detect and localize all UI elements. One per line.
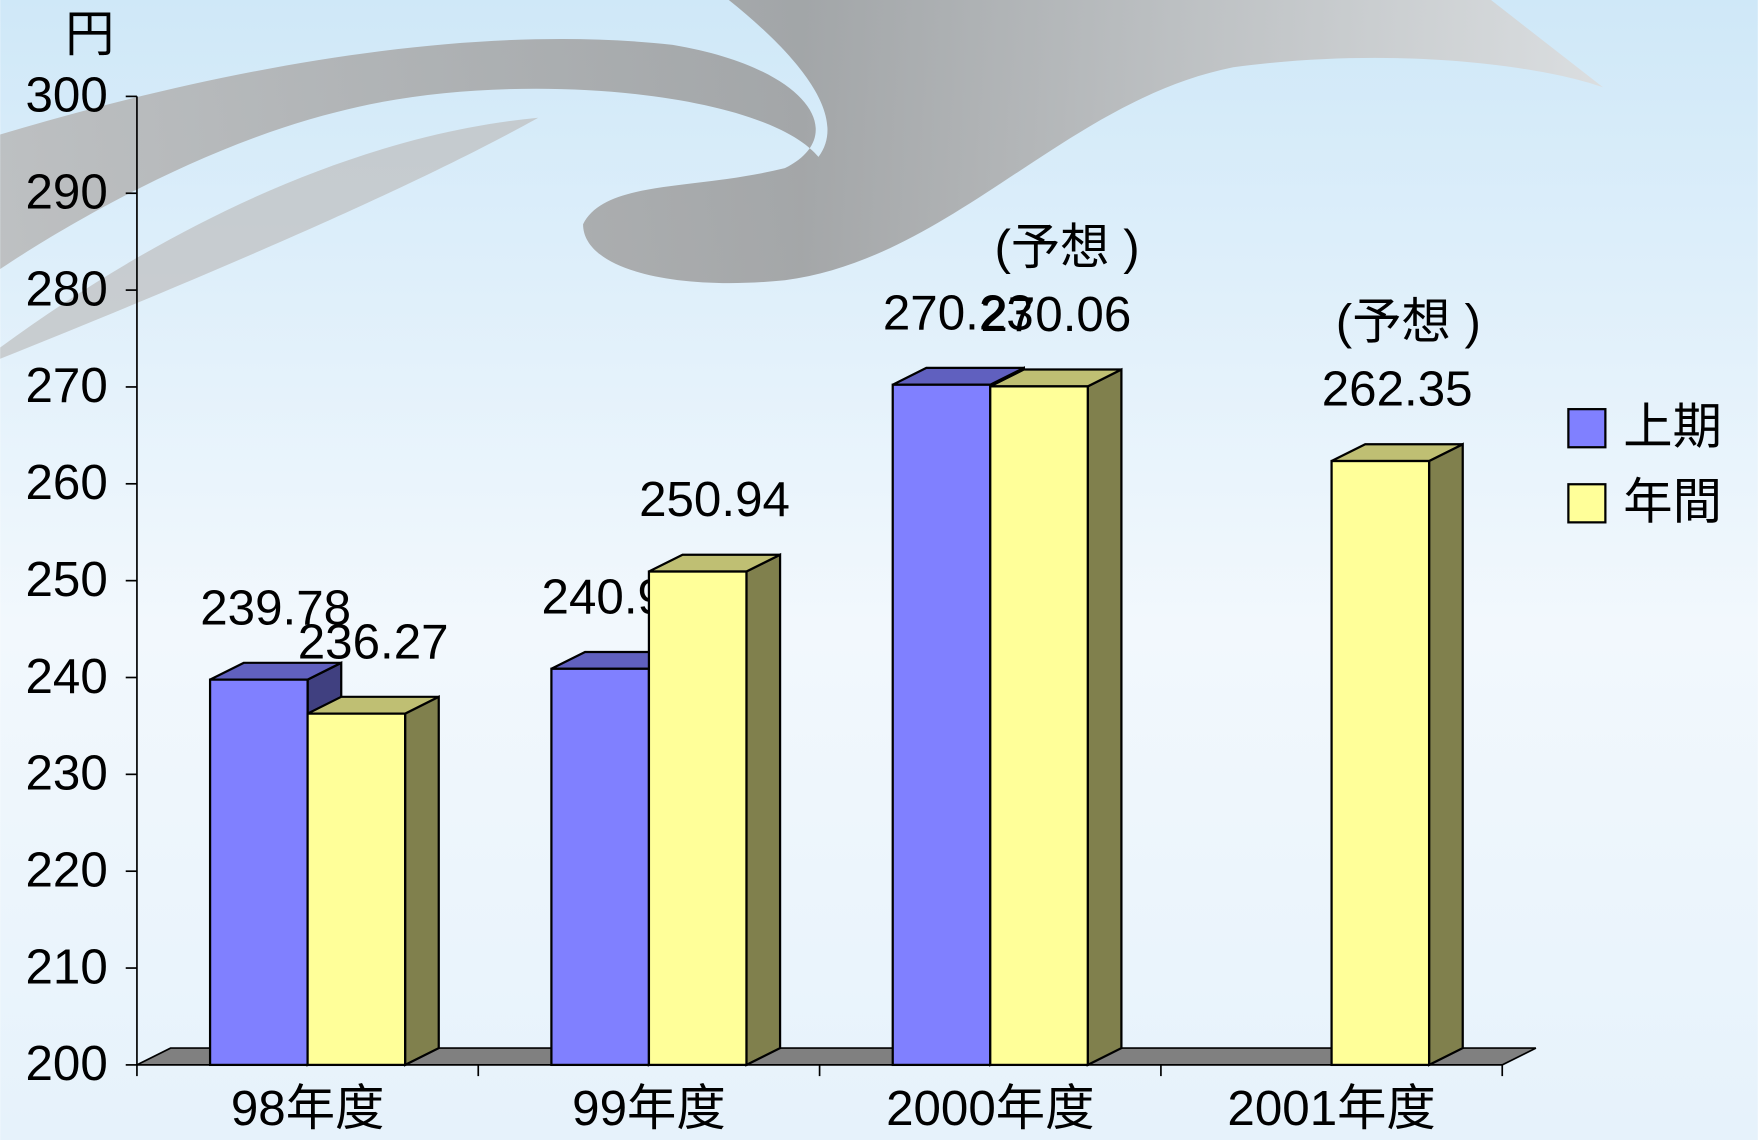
background-swoosh [0,0,1604,284]
bar [1330,459,1431,1067]
legend-swatch [1567,408,1607,449]
y-tick-label: 260 [26,455,108,510]
y-tick-label: 270 [26,358,108,413]
legend-label: 上期 [1623,399,1722,454]
annotation: (予想 ) [994,220,1139,275]
bar-side [745,552,782,1067]
y-tick-label: 220 [26,842,108,897]
y-tick-label: 250 [26,552,108,607]
value-label: 270.06 [980,287,1131,342]
bar-side [1427,442,1464,1067]
y-tick-label: 290 [26,165,108,220]
y-tick-label: 240 [26,649,108,704]
bar [306,712,407,1067]
y-tick-label: 300 [26,68,108,123]
background-swoosh [0,117,539,359]
x-tick-label: 2001年度 [1227,1081,1435,1136]
bar-side [404,694,440,1067]
bar [891,383,992,1067]
annotation: (予想 ) [1336,294,1481,349]
y-tick-label: 230 [26,746,108,801]
bar [208,678,309,1067]
y-tick-label: 200 [26,1036,108,1091]
x-tick-label: 99年度 [572,1081,725,1136]
value-label: 236.27 [298,614,449,669]
value-label: 270.23 [883,285,1034,340]
bar-side [1086,367,1123,1067]
x-tick-label: 2000年度 [886,1081,1094,1136]
bar [647,570,748,1067]
x-tick-label: 98年度 [231,1081,384,1136]
value-label: 262.35 [1322,362,1473,417]
bar [989,385,1089,1067]
legend-swatch [1567,483,1607,524]
y-tick-label: 280 [26,261,108,316]
bar [550,667,651,1067]
value-label: 239.78 [200,580,351,635]
value-label: 250.94 [639,472,790,527]
y-tick-label: 210 [26,939,108,994]
y-unit: 円 [65,7,114,62]
legend-label: 年間 [1623,475,1722,530]
